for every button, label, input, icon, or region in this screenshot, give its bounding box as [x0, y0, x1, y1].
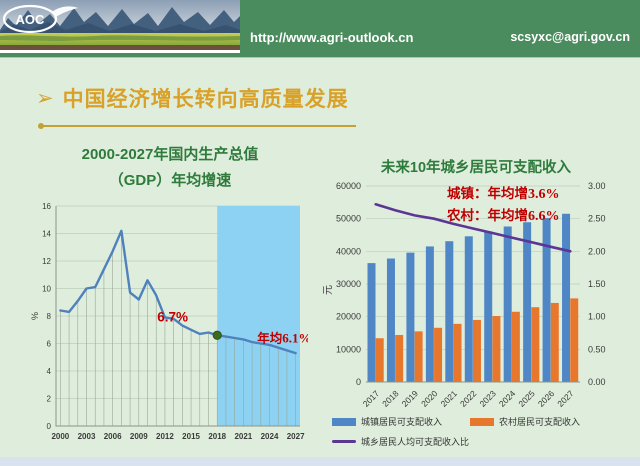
ratio-line-series [374, 203, 572, 253]
svg-text:0: 0 [47, 422, 52, 431]
income-y-axis-label: 元 [323, 285, 334, 295]
leaf-swoosh-icon [52, 6, 78, 17]
svg-text:2015: 2015 [182, 432, 200, 441]
svg-text:30000: 30000 [336, 279, 361, 289]
svg-text:10: 10 [42, 284, 51, 293]
svg-text:2003: 2003 [78, 432, 96, 441]
svg-text:16: 16 [42, 202, 51, 211]
svg-text:4: 4 [47, 367, 52, 376]
svg-text:0.00: 0.00 [588, 377, 606, 387]
svg-text:6: 6 [47, 339, 52, 348]
income-bar-chart: 0 10000 20000 30000 40000 50000 60000 0.00 0.50 1… [323, 181, 606, 408]
svg-text:0: 0 [356, 377, 361, 387]
income-chart-title: 未来10年城乡居民可支配收入 [380, 160, 572, 176]
page-title: 中国经济增长转向高质量发展 [62, 88, 349, 111]
legend-swatch [470, 417, 495, 426]
svg-text:2025: 2025 [516, 388, 537, 408]
footer-strip [0, 457, 640, 466]
svg-text:2.50: 2.50 [588, 214, 606, 224]
svg-text:2018: 2018 [380, 388, 401, 408]
title-arrow-icon: ➢ [36, 87, 54, 110]
legend-label: 城镇居民可支配收入 [361, 417, 443, 427]
svg-text:1.50: 1.50 [588, 279, 606, 289]
svg-text:2020: 2020 [419, 388, 440, 408]
header-banner: AOC http://www.agri-outlook.cn scsyxc@ag… [0, 0, 640, 58]
gdp-y-tick-labels: 0 2 4 6 8 10 12 14 16 [42, 202, 51, 431]
svg-text:2017: 2017 [361, 388, 382, 408]
svg-text:2018: 2018 [208, 432, 226, 441]
aoc-logo-text: AOC [16, 12, 46, 27]
svg-text:2019: 2019 [400, 388, 421, 408]
header-photo: AOC [0, 0, 240, 53]
legend-swatch [332, 417, 356, 426]
svg-text:2000: 2000 [51, 432, 69, 441]
gdp-axes [55, 206, 300, 427]
svg-text:12: 12 [42, 257, 51, 266]
svg-text:2021: 2021 [234, 432, 252, 441]
income-chart-annotations: 城镇：年均增3.6% 农村：年均增6.6% [447, 183, 560, 227]
rural-bars [375, 298, 579, 382]
legend-label: 农村居民可支配收入 [499, 417, 581, 427]
legend-item-rural: 农村居民可支配收入 [470, 415, 580, 428]
svg-text:40000: 40000 [336, 246, 361, 256]
svg-text:1.00: 1.00 [588, 312, 606, 322]
header-links: http://www.agri-outlook.cn scsyxc@agri.g… [250, 30, 630, 45]
annotation-urban: 城镇：年均增3.6% [447, 186, 560, 202]
svg-text:2009: 2009 [130, 432, 148, 441]
gdp-chart-title: 2000-2027年国内生产总值 （GDP）年均增速 [26, 142, 314, 194]
header-email[interactable]: scsyxc@agri.gov.cn [510, 30, 630, 44]
svg-text:2006: 2006 [104, 432, 122, 441]
svg-text:14: 14 [42, 229, 51, 238]
urban-bars [367, 213, 571, 382]
svg-text:0.50: 0.50 [588, 344, 606, 354]
gdp-marker-label: 6.7% [157, 309, 188, 324]
gdp-line-chart: 0 2 4 6 8 10 12 14 16 2000 2003 2006 2009 2012 2015 201… [30, 202, 308, 441]
gdp-y-axis-label: % [30, 312, 40, 320]
income-left-tick-labels: 0 10000 20000 30000 40000 50000 60000 [336, 181, 361, 387]
svg-text:2027: 2027 [287, 432, 305, 441]
svg-text:2021: 2021 [439, 388, 460, 408]
svg-text:8: 8 [47, 312, 52, 321]
mountains-foothills [0, 22, 240, 36]
legend-item-ratio: 城乡居民人均可支配收入比 [332, 435, 469, 448]
header-landscape-image: AOC [0, 0, 240, 50]
header-url[interactable]: http://www.agri-outlook.cn [250, 30, 414, 45]
svg-text:2026: 2026 [536, 388, 557, 408]
gdp-line-series [59, 229, 297, 355]
svg-text:10000: 10000 [336, 344, 361, 354]
legend-item-urban: 城镇居民可支配收入 [332, 415, 442, 428]
legend-row-1: 城镇居民可支配收入 农村居民可支配收入 [332, 415, 632, 428]
income-right-tick-labels: 0.00 0.50 1.00 1.50 2.00 2.50 3.00 [588, 181, 606, 387]
svg-text:2022: 2022 [458, 388, 479, 408]
svg-text:60000: 60000 [336, 181, 361, 191]
gdp-x-tick-labels: 2000 2003 2006 2009 2012 2015 2018 2021 2024 2027 [51, 432, 305, 441]
legend-row-2: 城乡居民人均可支配收入比 [332, 435, 632, 448]
foreground-strip [0, 45, 240, 50]
svg-text:2024: 2024 [261, 432, 279, 441]
svg-text:2: 2 [47, 394, 52, 403]
svg-text:2024: 2024 [497, 388, 518, 408]
title-underline [38, 123, 356, 129]
svg-text:50000: 50000 [336, 214, 361, 224]
income-x-tick-labels: 2017 2018 2019 2020 2021 2022 2023 2024 2025 2026… [361, 388, 576, 408]
gdp-chart-title-line1: 2000-2027年国内生产总值 [81, 146, 259, 163]
gdp-marker-dot [212, 330, 222, 340]
legend-swatch [332, 440, 356, 443]
forecast-region [217, 206, 300, 426]
svg-text:3.00: 3.00 [588, 181, 606, 191]
income-chart-legend: 城镇居民可支配收入 农村居民可支配收入城乡居民人均可支配收入比 [332, 415, 632, 455]
svg-text:2027: 2027 [555, 388, 576, 408]
aoc-logo: AOC [2, 4, 78, 34]
annotation-rural: 农村：年均增6.6% [447, 208, 560, 224]
svg-text:20000: 20000 [336, 312, 361, 322]
svg-text:2.00: 2.00 [588, 246, 606, 256]
svg-text:2012: 2012 [156, 432, 174, 441]
gdp-average-annotation: 年均6.1% [257, 330, 308, 345]
gdp-chart-title-line2: （GDP）年均增速 [108, 172, 232, 189]
gdp-drop-lines [60, 230, 296, 426]
title-row: ➢ 中国经济增长转向高质量发展 [36, 86, 349, 114]
svg-text:2023: 2023 [477, 388, 498, 408]
legend-label: 城乡居民人均可支配收入比 [361, 437, 470, 447]
